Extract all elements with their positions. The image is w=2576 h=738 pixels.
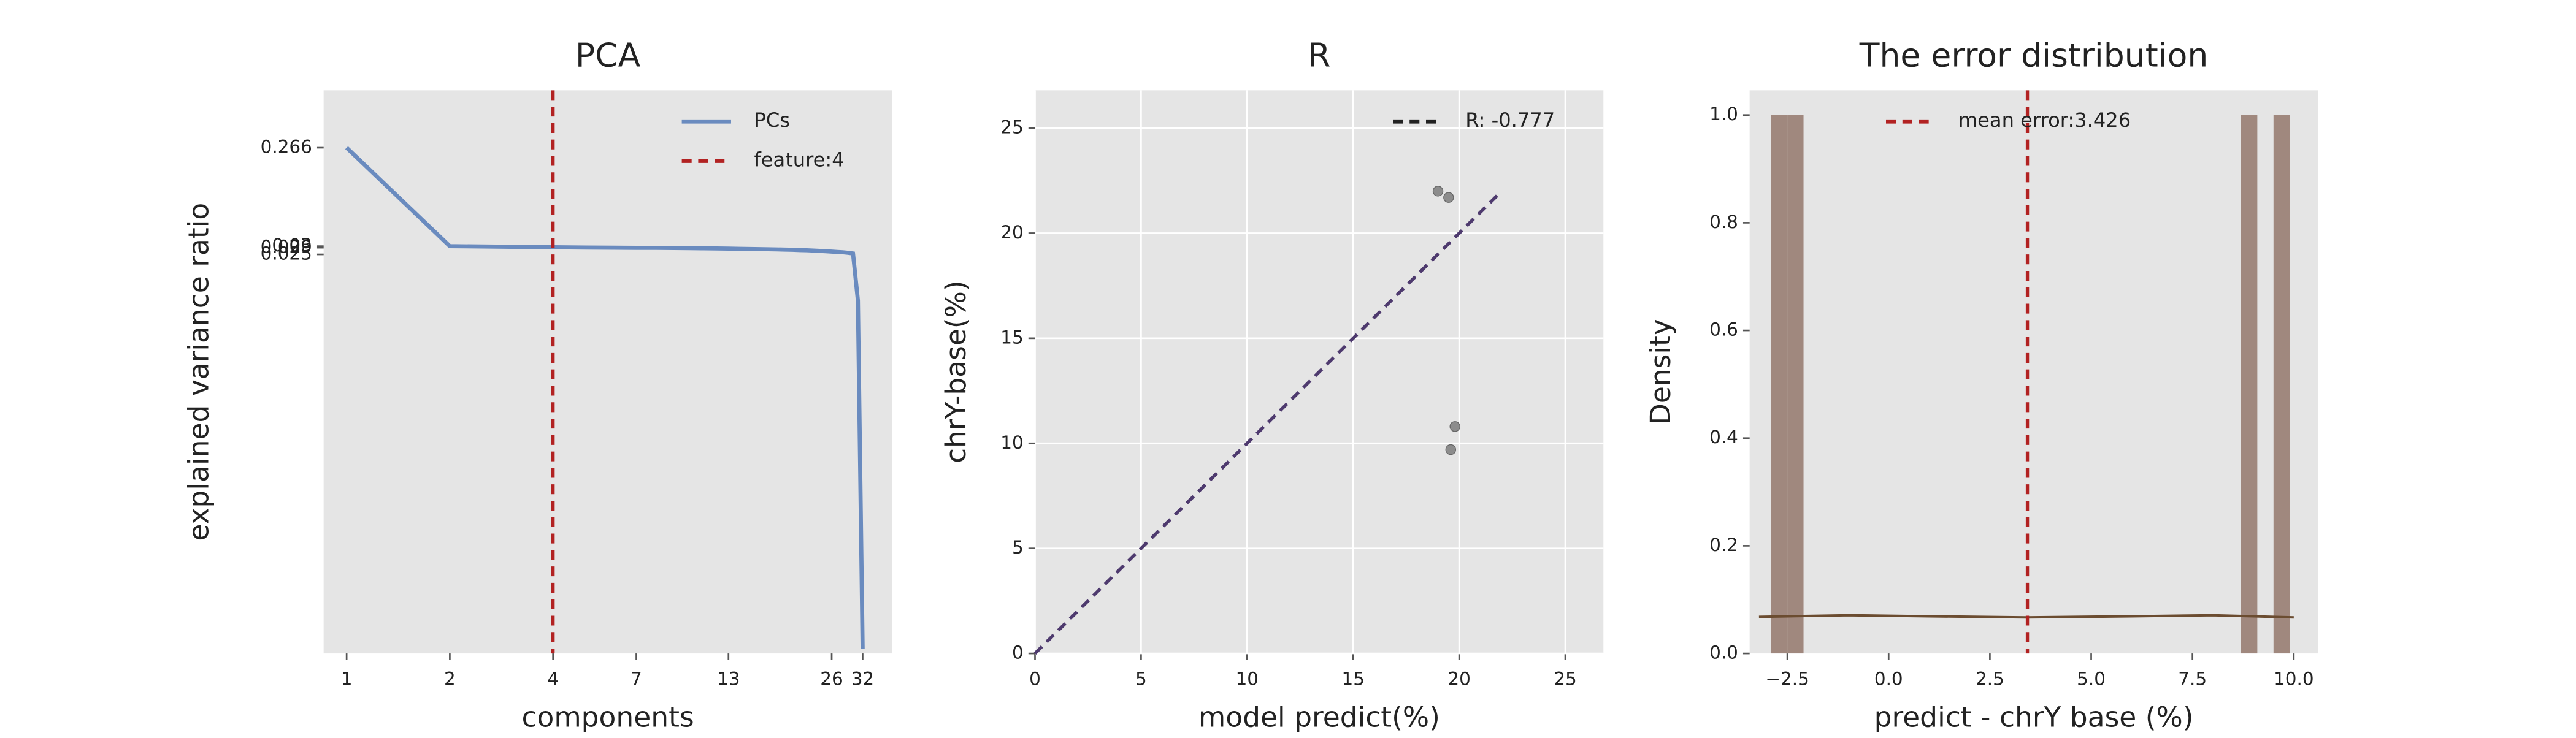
x-tick-label: 7 — [631, 668, 642, 689]
x-axis-label: predict - chrY base (%) — [1874, 701, 2194, 734]
x-tick-label: 20 — [1447, 668, 1470, 689]
histogram-bar — [1771, 115, 1788, 654]
x-axis-label: components — [521, 701, 694, 734]
y-tick-label: 0.8 — [1709, 211, 1738, 232]
y-tick-label: 0.4 — [1709, 427, 1738, 447]
x-tick-label: 10 — [1236, 668, 1259, 689]
y-tick-label: 0.6 — [1709, 319, 1738, 340]
plot-area — [1749, 90, 2318, 654]
x-tick-label: 25 — [1554, 668, 1576, 689]
x-tick-label: 5.0 — [2077, 668, 2106, 689]
y-tick-label: 0.0 — [1709, 642, 1738, 663]
x-tick-label: 1 — [341, 668, 353, 689]
x-tick-label: 26 — [820, 668, 843, 689]
y-tick-label: 20 — [1000, 222, 1023, 243]
histogram-bar — [2241, 115, 2258, 654]
scatter-point — [1445, 444, 1457, 455]
y-tick-label: 15 — [1000, 327, 1023, 348]
y-tick-label: 1.0 — [1709, 104, 1738, 124]
y-tick-label: 0 — [1012, 642, 1024, 663]
y-tick-label: 0.025 — [261, 243, 312, 264]
scatter-point — [1449, 421, 1460, 432]
x-tick-label: 32 — [851, 668, 874, 689]
y-axis-label: chrY-base(%) — [940, 280, 972, 463]
chart-title: The error distribution — [1859, 36, 2209, 74]
x-tick-label: 0.0 — [1874, 668, 1903, 689]
histogram-bar — [2273, 115, 2290, 654]
y-tick-label: 0.2 — [1709, 534, 1738, 555]
x-tick-label: 7.5 — [2178, 668, 2207, 689]
legend-label: PCs — [754, 108, 790, 132]
x-tick-label: 2 — [444, 668, 456, 689]
fit-line — [1033, 189, 1503, 655]
x-tick-label: 2.5 — [1976, 668, 2004, 689]
legend-label: R: -0.777 — [1465, 108, 1555, 132]
y-axis-label: explained variance ratio — [182, 203, 215, 541]
y-tick-label: 5 — [1012, 537, 1024, 558]
x-tick-label: 0 — [1029, 668, 1041, 689]
x-tick-label: 5 — [1135, 668, 1147, 689]
legend-label: mean error:3.426 — [1958, 108, 2131, 132]
y-tick-label: 10 — [1000, 432, 1023, 453]
x-tick-label: 15 — [1341, 668, 1364, 689]
y-tick-label: 0.266 — [261, 137, 312, 158]
chart-title: PCA — [575, 36, 641, 74]
histogram-bar — [1787, 115, 1804, 654]
y-tick-label: 0.029 — [261, 237, 312, 257]
y-axis-label: Density — [1644, 319, 1677, 425]
x-tick-label: 4 — [547, 668, 559, 689]
x-tick-label: −2.5 — [1765, 668, 1809, 689]
x-tick-label: 10.0 — [2274, 668, 2314, 689]
y-tick-label: 25 — [1000, 117, 1023, 138]
x-axis-label: model predict(%) — [1198, 701, 1440, 734]
x-tick-label: 13 — [717, 668, 740, 689]
scatter-point — [1432, 186, 1444, 197]
plot-area — [323, 90, 892, 654]
series-line — [345, 146, 865, 649]
legend-label: feature:4 — [754, 148, 844, 172]
chart-title: R — [1308, 36, 1330, 74]
y-tick-label: 0.03 — [272, 235, 312, 256]
scatter-point — [1443, 192, 1454, 203]
